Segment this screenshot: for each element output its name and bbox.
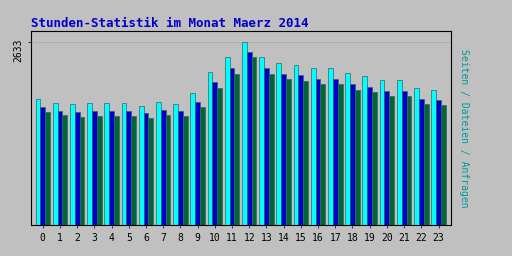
- Bar: [269, 74, 274, 225]
- Bar: [212, 82, 217, 225]
- Bar: [173, 104, 178, 225]
- Bar: [441, 105, 446, 225]
- Bar: [109, 111, 114, 225]
- Bar: [200, 107, 205, 225]
- Bar: [45, 112, 50, 225]
- Bar: [104, 103, 109, 225]
- Bar: [190, 93, 195, 225]
- Bar: [139, 106, 143, 225]
- Bar: [286, 79, 291, 225]
- Bar: [328, 68, 333, 225]
- Bar: [281, 74, 286, 225]
- Bar: [165, 115, 170, 225]
- Bar: [87, 103, 92, 225]
- Bar: [62, 115, 67, 225]
- Bar: [207, 72, 212, 225]
- Bar: [234, 74, 239, 225]
- Bar: [316, 79, 321, 225]
- Bar: [92, 111, 97, 225]
- Bar: [303, 81, 308, 225]
- Bar: [424, 104, 429, 225]
- Bar: [338, 83, 343, 225]
- Bar: [114, 116, 119, 225]
- Bar: [143, 113, 148, 225]
- Bar: [156, 102, 161, 225]
- Bar: [183, 116, 187, 225]
- Bar: [131, 116, 136, 225]
- Bar: [53, 103, 57, 225]
- Bar: [79, 117, 84, 225]
- Bar: [57, 111, 62, 225]
- Bar: [298, 75, 303, 225]
- Bar: [367, 87, 372, 225]
- Bar: [419, 99, 424, 225]
- Bar: [414, 88, 419, 225]
- Bar: [70, 104, 75, 225]
- Bar: [385, 91, 389, 225]
- Bar: [247, 51, 252, 225]
- Text: Stunden-Statistik im Monat Maerz 2014: Stunden-Statistik im Monat Maerz 2014: [31, 17, 308, 29]
- Bar: [259, 57, 264, 225]
- Bar: [311, 68, 316, 225]
- Bar: [217, 88, 222, 225]
- Bar: [345, 73, 350, 225]
- Text: Seiten / Dateien / Anfragen: Seiten / Dateien / Anfragen: [459, 49, 469, 207]
- Bar: [225, 57, 229, 225]
- Bar: [372, 92, 377, 225]
- Bar: [40, 107, 45, 225]
- Bar: [195, 102, 200, 225]
- Bar: [362, 76, 367, 225]
- Bar: [229, 68, 234, 225]
- Bar: [178, 111, 183, 225]
- Bar: [402, 91, 407, 225]
- Bar: [121, 103, 126, 225]
- Bar: [294, 65, 298, 225]
- Bar: [252, 57, 257, 225]
- Bar: [264, 68, 269, 225]
- Bar: [333, 79, 338, 225]
- Bar: [389, 96, 394, 225]
- Bar: [242, 42, 247, 225]
- Bar: [355, 90, 360, 225]
- Bar: [321, 83, 325, 225]
- Bar: [97, 116, 101, 225]
- Bar: [407, 96, 411, 225]
- Bar: [126, 111, 131, 225]
- Bar: [436, 100, 441, 225]
- Bar: [161, 110, 165, 225]
- Bar: [75, 112, 79, 225]
- Bar: [431, 90, 436, 225]
- Bar: [276, 63, 281, 225]
- Bar: [148, 118, 153, 225]
- Bar: [35, 99, 40, 225]
- Bar: [397, 80, 402, 225]
- Bar: [380, 80, 385, 225]
- Bar: [350, 84, 355, 225]
